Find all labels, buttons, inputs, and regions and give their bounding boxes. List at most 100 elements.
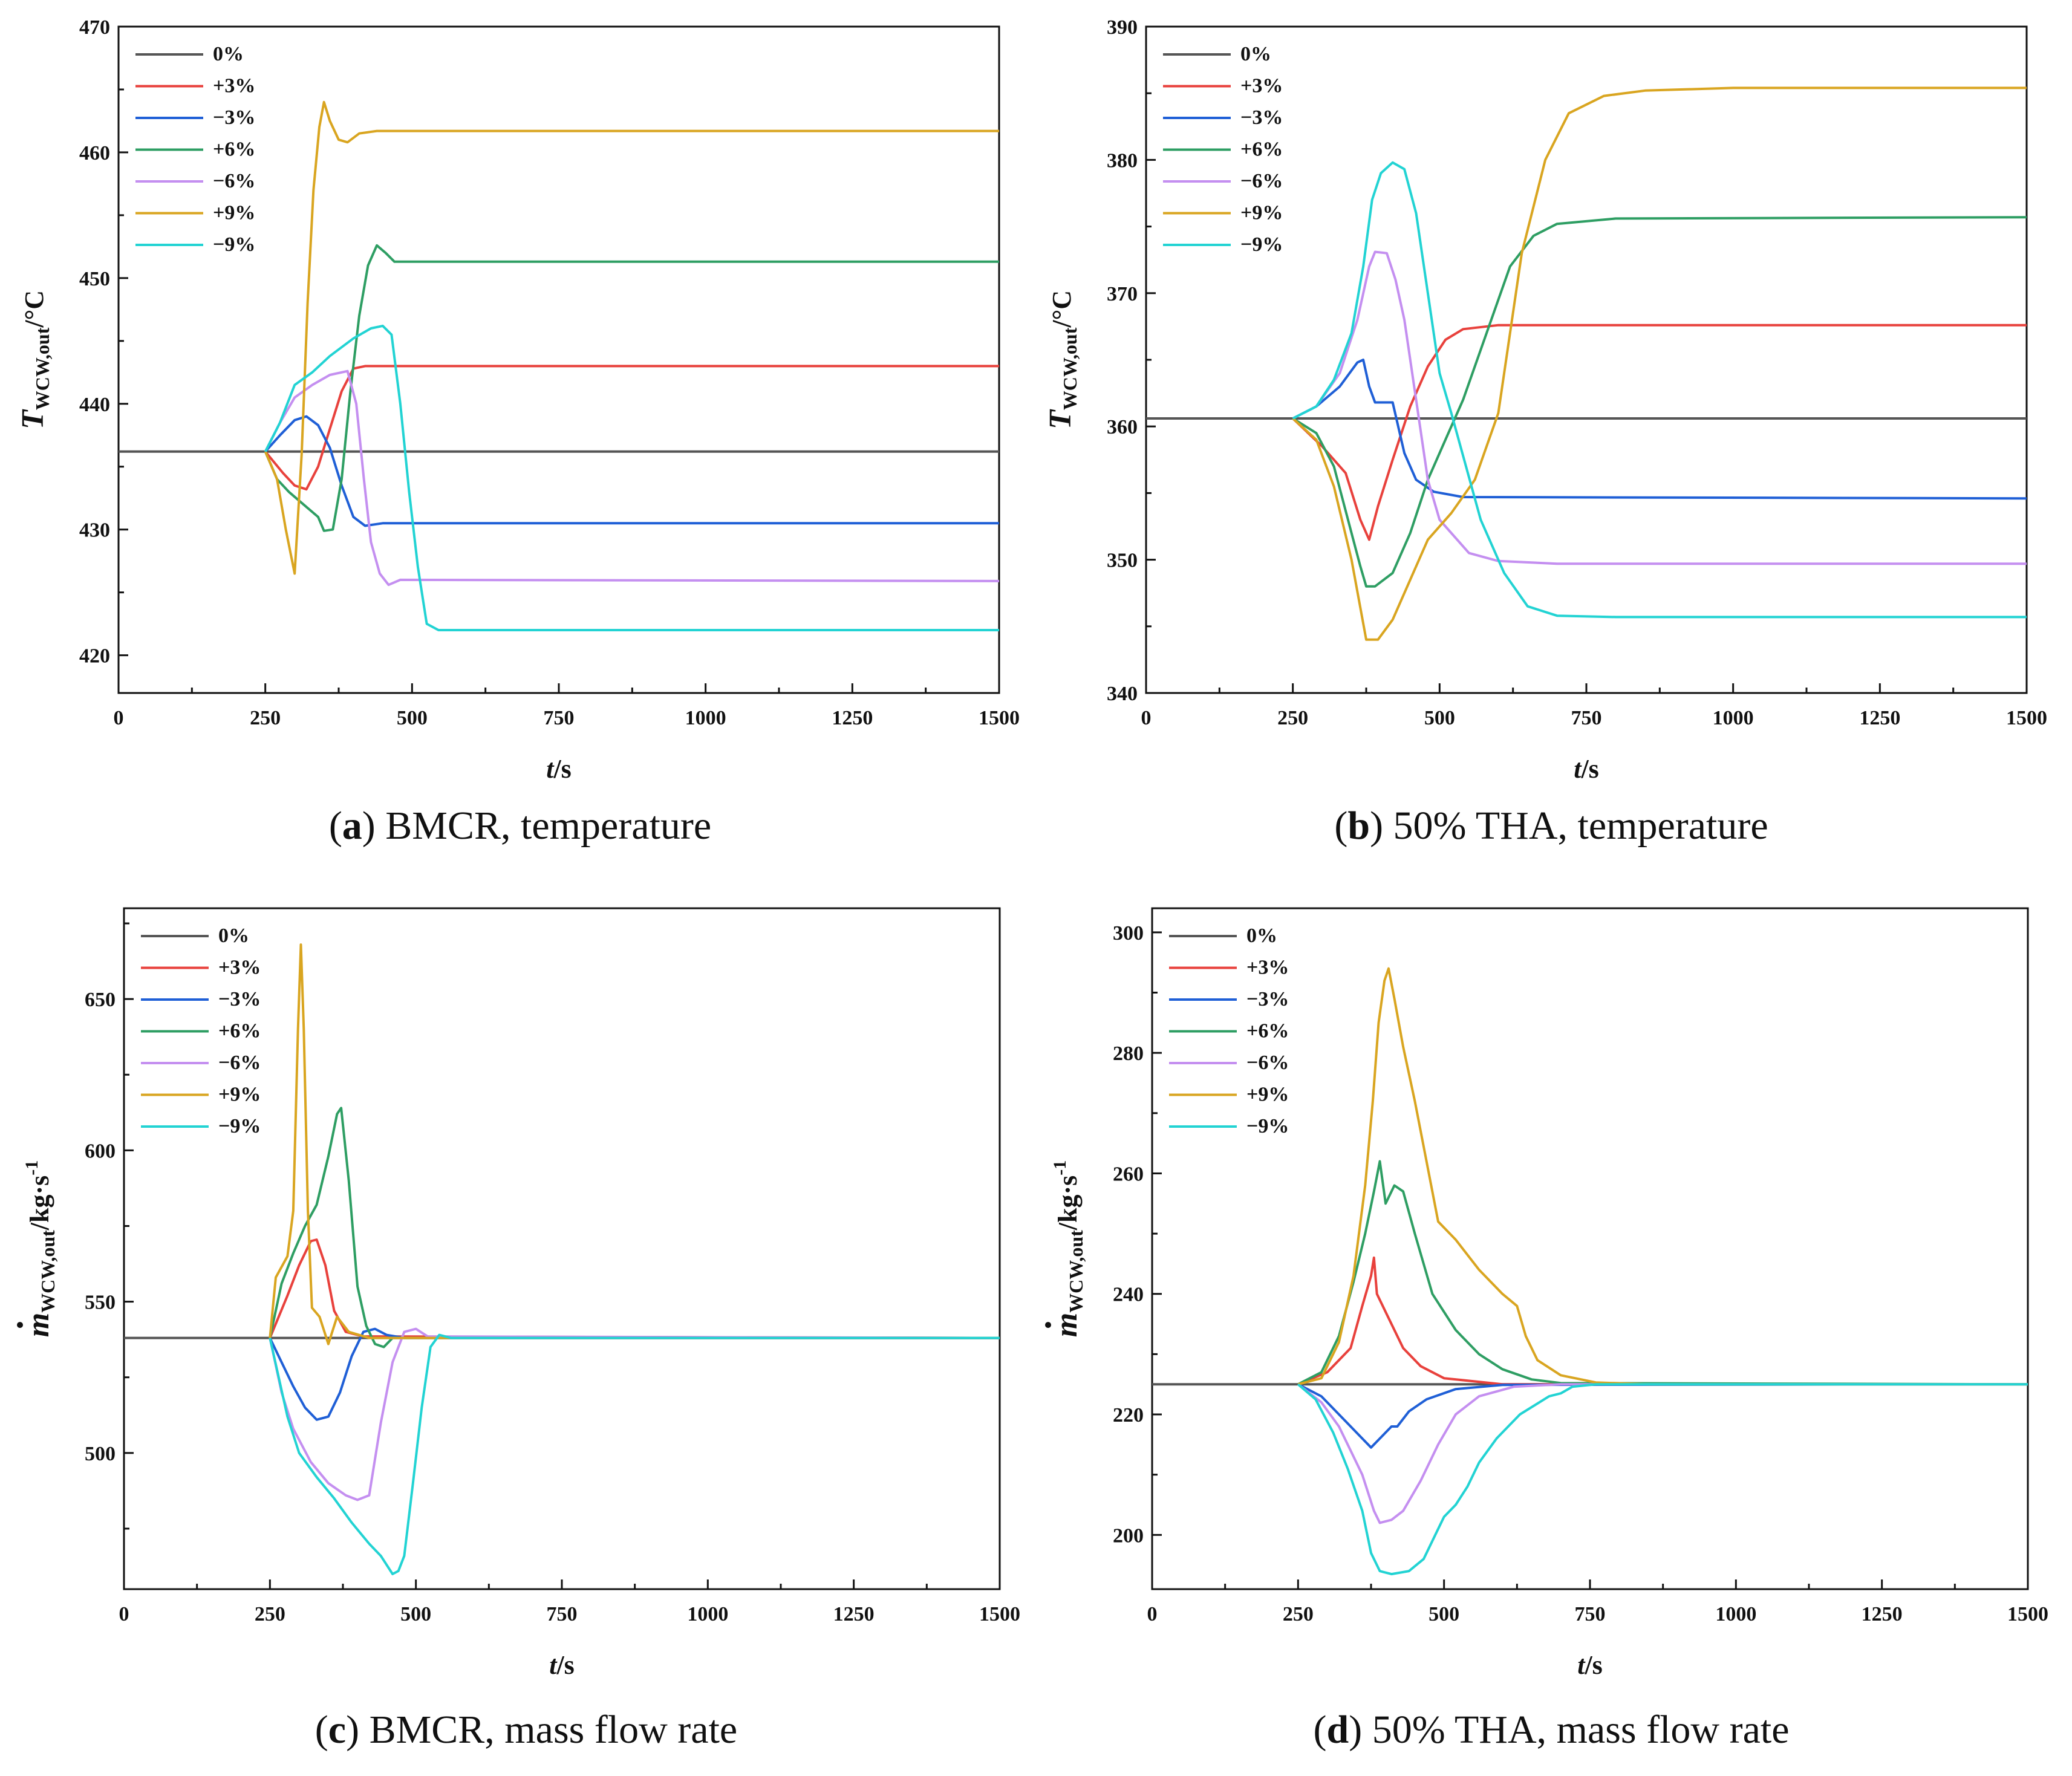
legend-label: 0% — [218, 925, 249, 947]
x-axis-label: t/s — [1577, 1650, 1603, 1680]
caption-text: 50% THA, mass flow rate — [1372, 1708, 1790, 1752]
y-tick-label: 360 — [1107, 416, 1138, 438]
series-group — [119, 100, 999, 631]
x-tick-label: 250 — [1277, 707, 1308, 729]
y-tick-label: 300 — [1113, 922, 1144, 945]
x-tick-label: 1500 — [979, 1603, 1020, 1625]
legend-label: 0% — [1240, 43, 1271, 65]
y-axis-unit: /kg·s — [25, 1176, 54, 1231]
series-line — [269, 1107, 1000, 1348]
x-tick-label: 1500 — [2007, 1603, 2048, 1625]
legend-label: +9% — [218, 1084, 261, 1106]
series-line — [269, 943, 1000, 1345]
x-axis-var: t — [546, 754, 555, 784]
series-line — [1297, 1256, 2028, 1386]
x-tick-label: 1250 — [1859, 707, 1900, 729]
legend-label: −3% — [213, 106, 255, 129]
x-tick-label: 1000 — [1713, 707, 1754, 729]
caption-paren-open: ( — [1334, 804, 1348, 848]
legend-label: +3% — [1246, 957, 1289, 979]
y-axis-sub: WCW,out — [37, 1230, 59, 1313]
legend-label: +9% — [1240, 202, 1283, 224]
x-tick-label: 750 — [1575, 1603, 1606, 1625]
caption-letter: b — [1347, 804, 1370, 848]
caption-paren-close: ) — [346, 1708, 370, 1752]
series-line — [264, 369, 999, 587]
x-axis-unit: /s — [1580, 754, 1598, 784]
series-line — [264, 365, 999, 491]
y-tick-label: 470 — [79, 16, 110, 39]
legend-label: −6% — [213, 170, 255, 192]
x-tick-label: 1500 — [2006, 707, 2047, 729]
y-tick-label: 600 — [85, 1140, 116, 1162]
x-tick-label: 250 — [255, 1603, 285, 1625]
x-axis-var: t — [1574, 754, 1582, 784]
y-axis-var: T — [16, 409, 50, 429]
series-line — [264, 244, 999, 532]
caption-c: (c) BMCR, mass flow rate — [315, 1707, 737, 1753]
legend-label: +6% — [218, 1020, 261, 1043]
legend-label: −9% — [1246, 1115, 1289, 1137]
y-tick-label: 240 — [1113, 1284, 1144, 1306]
series-line — [264, 324, 999, 631]
y-tick-label: 390 — [1107, 16, 1138, 39]
caption-a: (a) BMCR, temperature — [329, 803, 711, 849]
y-tick-label: 650 — [85, 989, 116, 1011]
y-tick-label: 450 — [79, 268, 110, 290]
x-tick-label: 500 — [1429, 1603, 1459, 1625]
legend-label: +6% — [213, 138, 255, 161]
legend-label: +3% — [1240, 75, 1283, 97]
y-axis-var: m — [21, 1313, 56, 1337]
caption-paren-close: ) — [1370, 804, 1393, 848]
y-axis-sub: WCW,out — [1059, 327, 1081, 410]
y-axis-label: TWCW,out/°C — [16, 290, 53, 429]
caption-paren-close: ) — [1349, 1708, 1372, 1752]
x-tick-label: 250 — [1283, 1603, 1314, 1625]
y-tick-label: 380 — [1107, 149, 1138, 172]
x-tick-label: 1250 — [832, 707, 873, 729]
series-group — [1146, 86, 2027, 641]
legend-label: +3% — [218, 957, 261, 979]
x-tick-label: 250 — [250, 707, 281, 729]
series-line — [269, 1327, 1000, 1501]
y-tick-label: 200 — [1113, 1524, 1144, 1547]
legend-label: −3% — [1240, 106, 1283, 129]
x-tick-label: 500 — [397, 707, 428, 729]
y-tick-label: 440 — [79, 394, 110, 416]
y-tick-label: 420 — [79, 645, 110, 668]
x-axis-unit: /s — [553, 754, 571, 784]
caption-letter: a — [342, 804, 362, 848]
series-group — [1152, 967, 2028, 1576]
y-axis-label: mWCW,out/kg·s-1 — [1049, 1160, 1087, 1338]
caption-paren-close: ) — [362, 804, 386, 848]
caption-paren-open: ( — [314, 1708, 328, 1752]
caption-text: BMCR, temperature — [385, 804, 712, 848]
x-axis-var: t — [549, 1650, 558, 1680]
x-tick-label: 0 — [119, 1603, 129, 1625]
legend-label: −9% — [213, 233, 255, 256]
y-tick-label: 260 — [1113, 1163, 1144, 1185]
legend-label: −6% — [1246, 1052, 1289, 1074]
y-axis-unit: /kg·s — [1053, 1176, 1083, 1231]
caption-paren-open: ( — [328, 804, 342, 848]
y-axis-sub: WCW,out — [1065, 1230, 1087, 1313]
x-axis-label: t/s — [1574, 754, 1599, 784]
y-axis-unit: /°C — [1047, 290, 1077, 328]
caption-b: (b) 50% THA, temperature — [1334, 803, 1768, 849]
y-axis-var: T — [1043, 409, 1078, 429]
series-line — [269, 1333, 1000, 1575]
x-axis-label: t/s — [546, 754, 572, 784]
y-tick-label: 280 — [1113, 1043, 1144, 1065]
y-axis-sub: WCW,out — [31, 327, 53, 410]
series-line — [1297, 1383, 2028, 1524]
series-line — [1292, 86, 2027, 641]
legend-label: −9% — [218, 1115, 261, 1137]
x-tick-label: 1000 — [685, 707, 726, 729]
caption-letter: d — [1326, 1708, 1349, 1752]
series-line — [1297, 1383, 2028, 1449]
y-axis-label: TWCW,out/°C — [1043, 290, 1081, 429]
legend-label: −3% — [218, 988, 261, 1010]
x-tick-label: 500 — [400, 1603, 431, 1625]
y-tick-label: 220 — [1113, 1404, 1144, 1426]
